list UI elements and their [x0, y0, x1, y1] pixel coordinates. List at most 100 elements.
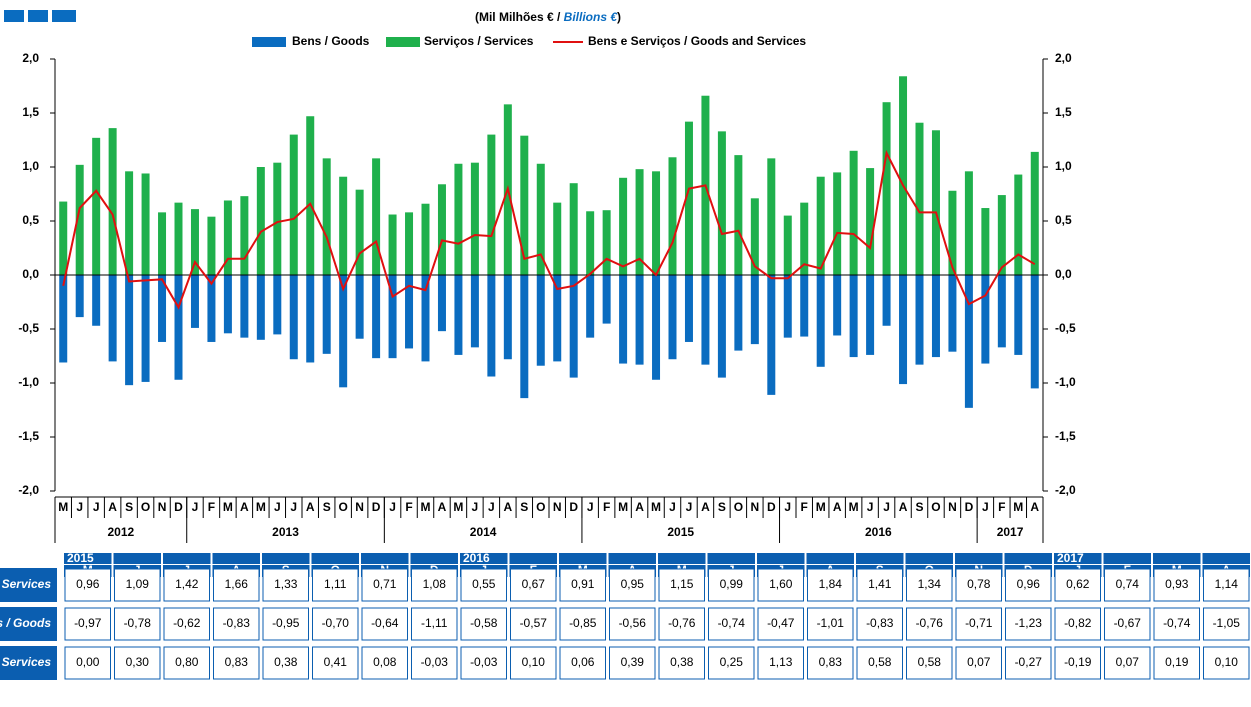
table-value: 0,38: [274, 655, 298, 669]
table-cell: [1054, 607, 1101, 641]
bar: [586, 211, 595, 275]
table-value: 0,78: [967, 577, 991, 591]
table-value: 1,11: [324, 577, 347, 591]
x-tick-label: A: [833, 500, 842, 514]
bar: [273, 162, 282, 275]
x-tick-label: F: [801, 500, 808, 514]
table-value: 0,55: [472, 577, 496, 591]
bar: [964, 275, 973, 408]
table-value: 1,08: [423, 577, 447, 591]
table-year-cell: [64, 553, 112, 564]
bar: [520, 275, 529, 399]
table-cell: [1203, 568, 1250, 602]
y2-tick-label: 2,0: [1055, 51, 1072, 65]
table-value: -0,19: [1064, 655, 1092, 669]
table-cell: [856, 607, 903, 641]
table-value: -0,95: [272, 616, 300, 630]
bar: [783, 215, 792, 275]
bar: [92, 275, 101, 326]
x-tick-label: A: [108, 500, 117, 514]
bar: [899, 76, 908, 275]
bar: [816, 176, 825, 275]
table-year-cell: [1103, 553, 1151, 564]
bar: [1014, 275, 1023, 355]
table-cell: [856, 646, 903, 680]
table-value: 1,09: [126, 577, 150, 591]
bar: [503, 275, 512, 360]
bar: [1030, 275, 1039, 389]
table-year-cell: [410, 553, 458, 564]
table-value: 1,84: [819, 577, 843, 591]
table-value: 0,25: [720, 655, 744, 669]
table-cell: [1104, 607, 1151, 641]
x-tick-label: S: [915, 500, 923, 514]
table-year-cell: [1202, 553, 1250, 564]
bar: [190, 275, 199, 328]
bar: [454, 275, 463, 355]
x-tick-label: J: [290, 500, 297, 514]
bar: [158, 212, 167, 275]
year-label: 2016: [865, 525, 892, 539]
x-tick-label: J: [883, 500, 890, 514]
table-value: 1,15: [670, 577, 694, 591]
bar: [800, 275, 809, 337]
x-tick-label: N: [355, 500, 364, 514]
table-cell: [1153, 646, 1200, 680]
x-tick-label: D: [767, 500, 776, 514]
table-cell: [262, 607, 309, 641]
table-year-cell: [1004, 553, 1052, 564]
table-cell: [312, 607, 359, 641]
bar: [948, 190, 957, 275]
x-tick-label: M: [618, 500, 628, 514]
bar: [684, 121, 693, 275]
table-year-cell: [905, 553, 953, 564]
bar: [125, 275, 134, 386]
table-value: 0,41: [324, 655, 348, 669]
bar: [767, 275, 776, 395]
y-tick-label: 1,5: [22, 105, 39, 119]
bar: [833, 275, 842, 336]
table-value: -0,74: [718, 616, 746, 630]
table-value: 1,13: [769, 655, 793, 669]
table-value: 1,33: [274, 577, 298, 591]
table-cell: [1005, 568, 1052, 602]
x-tick-label: N: [948, 500, 957, 514]
table-cell: [807, 568, 854, 602]
x-tick-label: A: [438, 500, 447, 514]
y-tick-label: -1,0: [18, 375, 39, 389]
bar: [355, 189, 364, 275]
x-tick-label: J: [488, 500, 495, 514]
legend-label: Serviços / Services: [424, 34, 534, 48]
table-cell: [559, 646, 606, 680]
bar: [536, 275, 545, 366]
table-value: -1,05: [1213, 616, 1241, 630]
table-value: -0,70: [322, 616, 350, 630]
bar: [849, 275, 858, 358]
table-value: 0,67: [522, 577, 546, 591]
table-value: 1,34: [918, 577, 942, 591]
bar: [635, 169, 644, 275]
table-value: 0,83: [819, 655, 843, 669]
table-cell: [510, 607, 557, 641]
y2-tick-label: -1,0: [1055, 375, 1076, 389]
bar: [355, 275, 364, 339]
table-cell: [411, 646, 458, 680]
table-cell: [460, 607, 507, 641]
year-label: 2014: [470, 525, 497, 539]
table-year-cell: [212, 553, 260, 564]
table-cell: [955, 646, 1002, 680]
table-cell: [757, 568, 804, 602]
logo-square: [52, 10, 76, 22]
table-value: 0,10: [1215, 655, 1239, 669]
table-cell: [906, 607, 953, 641]
x-tick-label: A: [1030, 500, 1039, 514]
bar: [388, 214, 397, 275]
x-tick-label: J: [669, 500, 676, 514]
x-tick-label: J: [389, 500, 396, 514]
x-tick-label: F: [998, 500, 1005, 514]
table-value: -0,85: [569, 616, 597, 630]
bar: [322, 275, 331, 354]
table-year-cell: [163, 553, 211, 564]
table-value: 1,41: [868, 577, 892, 591]
bar: [553, 275, 562, 362]
